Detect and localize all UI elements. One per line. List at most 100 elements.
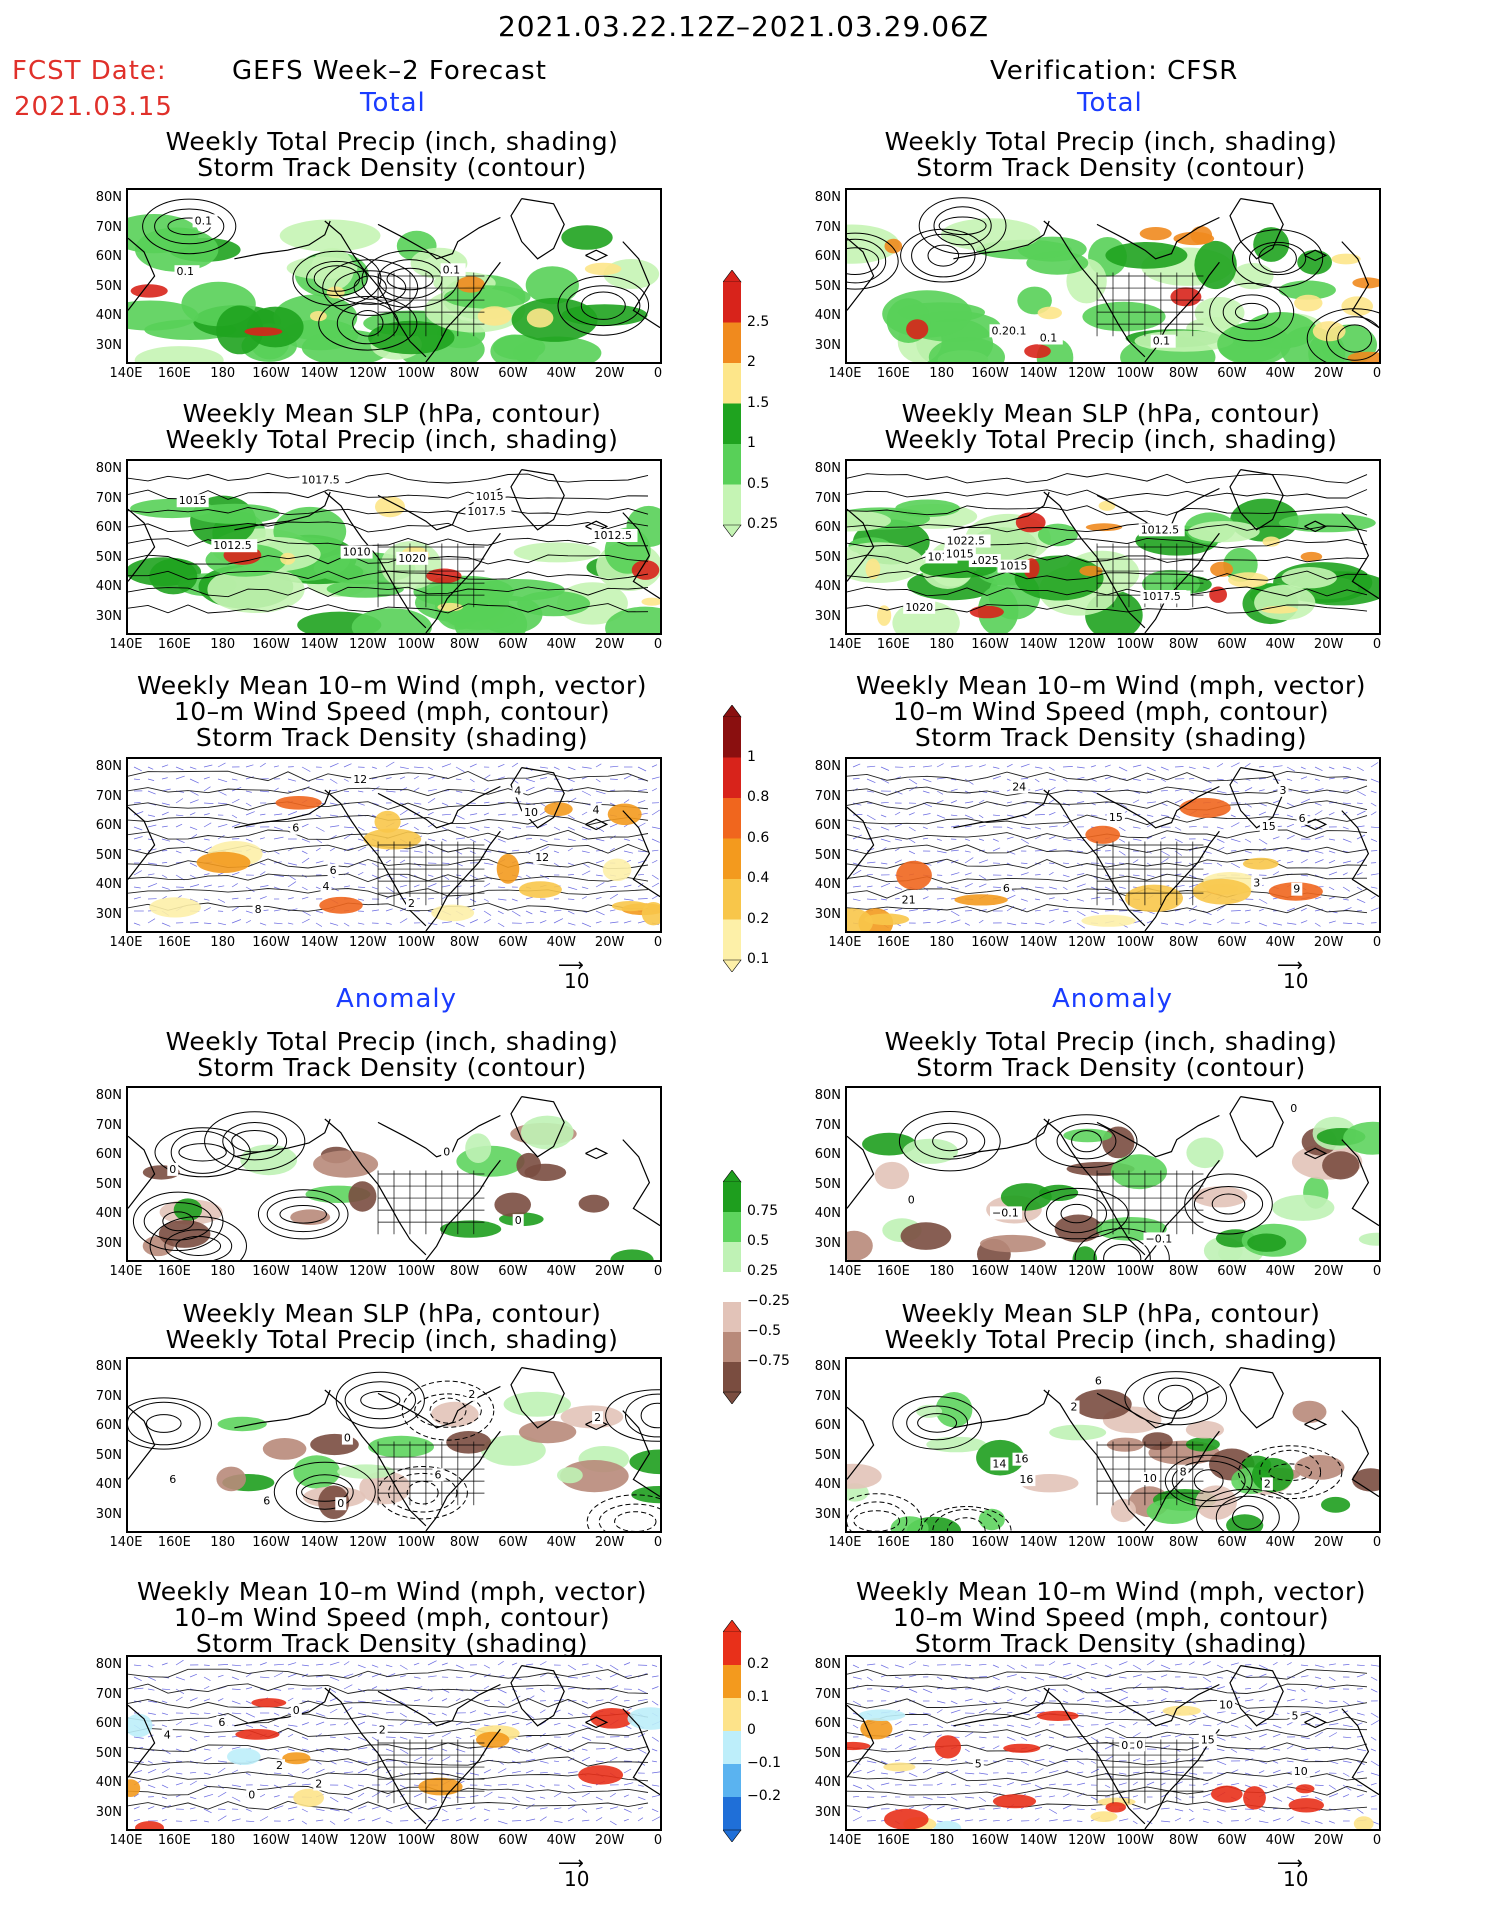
lon-label: 40W (546, 1535, 576, 1550)
wind-vector (1076, 1782, 1086, 1786)
wind-vector (936, 1805, 945, 1810)
shaded-region (934, 1735, 961, 1759)
shaded-region (1186, 1137, 1224, 1169)
wind-vector (866, 814, 876, 821)
wind-vector (1104, 898, 1112, 900)
lon-label: 140W (300, 1833, 339, 1848)
shaded-region (348, 1181, 377, 1212)
wind-vector (1314, 896, 1322, 900)
wind-vector (525, 838, 532, 840)
lon-label: 140E (828, 366, 862, 381)
wind-vector (567, 1712, 574, 1716)
wind-vector (175, 766, 184, 771)
contour-label: 1012.5 (211, 539, 258, 553)
isobar-line (128, 1742, 649, 1753)
wind-vector (497, 1768, 507, 1774)
precip-anomaly-colorbar (722, 1169, 742, 1405)
wind-vector (427, 776, 435, 780)
wind-vector (497, 922, 505, 928)
wind-vector (1006, 801, 1012, 804)
shaded-region (1037, 306, 1062, 320)
wind-vector (217, 802, 228, 805)
shaded-region (1054, 1214, 1103, 1243)
wind-vector (852, 1664, 860, 1669)
lon-label: 80W (449, 637, 480, 652)
wind-vector (894, 859, 902, 864)
lon-label: 60W (498, 637, 528, 652)
shaded-region (906, 319, 929, 340)
contour-label-text: 8 (255, 903, 262, 916)
colorbar-label: 0.2 (747, 910, 770, 927)
wind-vector (1146, 1660, 1155, 1666)
wind-vector (950, 1709, 961, 1714)
wind-vector (1370, 778, 1379, 783)
wind-vector (371, 1712, 379, 1715)
wind-vector (1216, 1820, 1223, 1824)
wind-vector (1328, 1820, 1335, 1824)
wind-vector (1244, 909, 1251, 912)
coastline (510, 1665, 565, 1727)
wind-vector (1328, 1688, 1335, 1690)
wind-vector (343, 1736, 351, 1741)
lon-label: 0 (653, 935, 663, 950)
shaded-region (1358, 1232, 1379, 1246)
wind-vector (343, 1700, 353, 1703)
wind-vector (1090, 1700, 1100, 1703)
shaded-region (631, 1486, 660, 1504)
wind-vector (413, 775, 419, 780)
wind-vector (189, 922, 199, 924)
lon-label: 160E (157, 637, 191, 652)
shaded-region (426, 568, 462, 584)
wind-vector (1342, 1784, 1352, 1791)
wind-vector (950, 1807, 959, 1810)
wind-vector (273, 1784, 282, 1789)
wind-vector (1020, 898, 1028, 902)
wind-vector (315, 1663, 324, 1666)
wind-vector (1328, 1793, 1339, 1798)
wind-vector (147, 1806, 155, 1810)
wind-vector (1090, 778, 1097, 782)
wind-vector (595, 1817, 603, 1822)
wind-vector (964, 1784, 971, 1787)
shaded-region (1288, 1798, 1324, 1813)
shaded-region (374, 810, 401, 833)
wind-vector (189, 1722, 199, 1726)
wind-vector (357, 1712, 367, 1716)
wind-vector (880, 1664, 889, 1669)
wind-vector (1370, 1720, 1379, 1726)
wind-vector (1048, 778, 1056, 781)
wind-vector (922, 826, 928, 830)
lon-label: 40W (546, 1264, 576, 1279)
wind-vector (371, 1767, 381, 1774)
contour-label: 0 (441, 1145, 453, 1159)
wind-vector (189, 766, 197, 770)
wind-vector (273, 836, 284, 840)
wind-vector (950, 1688, 957, 1691)
wind-vector (1048, 1688, 1057, 1691)
lat-label: 50N (95, 1447, 122, 1463)
contour-label: 6 (1000, 881, 1012, 895)
wind-vector (511, 910, 521, 917)
wind-vector (950, 1783, 957, 1786)
isobar-line (847, 770, 1368, 782)
wind-vector (1300, 776, 1308, 780)
contour-line (406, 1480, 439, 1505)
wind-vector (567, 1724, 576, 1729)
wind-vector (1202, 1724, 1212, 1727)
wind-vector (329, 1676, 340, 1681)
wind-vector (1118, 1736, 1126, 1740)
wind-vector (203, 786, 211, 792)
wind-vector (413, 1756, 423, 1762)
wind-vector (1048, 786, 1056, 792)
lat-label: 40N (814, 1477, 841, 1492)
wind-vector (497, 910, 504, 915)
wind-vector (651, 1760, 657, 1763)
shaded-region (1105, 1802, 1126, 1813)
contour-line (640, 1402, 660, 1429)
wind-vector (581, 766, 592, 769)
wind-vector (992, 1784, 1002, 1788)
lon-label: 60W (498, 935, 528, 950)
wind-vector (595, 1760, 604, 1763)
lon-label: 180 (929, 637, 955, 652)
